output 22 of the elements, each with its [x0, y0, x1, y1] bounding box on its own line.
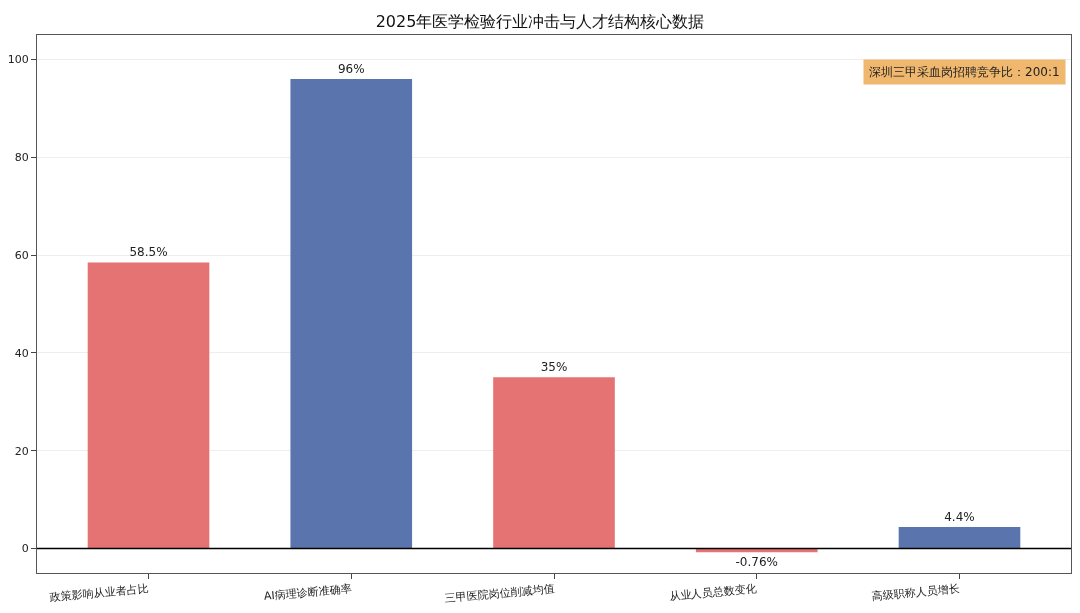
y-tick-label: 40 — [14, 346, 29, 360]
data-label: 58.5% — [129, 245, 168, 260]
bar — [493, 377, 615, 549]
bar — [87, 262, 210, 549]
x-tick-label: 从业人员总数变化 — [668, 582, 758, 603]
x-tick-label: AI病理诊断准确率 — [263, 582, 352, 603]
bar — [290, 79, 413, 549]
y-tick-label: 60 — [14, 248, 29, 262]
data-label: 96% — [337, 62, 365, 77]
y-tick-label: 100 — [7, 53, 29, 67]
chart-title: 2025年医学检验行业冲击与人才结构核心数据 — [375, 11, 705, 31]
x-tick-label: 政策影响从业者占比 — [49, 582, 150, 604]
y-tick-label: 80 — [14, 151, 29, 165]
data-label: 35% — [540, 360, 568, 375]
data-label: 4.4% — [944, 510, 975, 525]
y-tick-label: 0 — [21, 542, 29, 556]
x-tick-label: 高级职称人员增长 — [871, 582, 961, 603]
annotation: 深圳三甲采血岗招聘竞争比：200:1 — [869, 65, 1060, 79]
bar — [898, 527, 1021, 549]
x-tick-label: 三甲医院岗位削减均值 — [444, 582, 555, 605]
y-tick-label: 20 — [14, 444, 29, 458]
data-label: -0.76% — [735, 555, 778, 570]
